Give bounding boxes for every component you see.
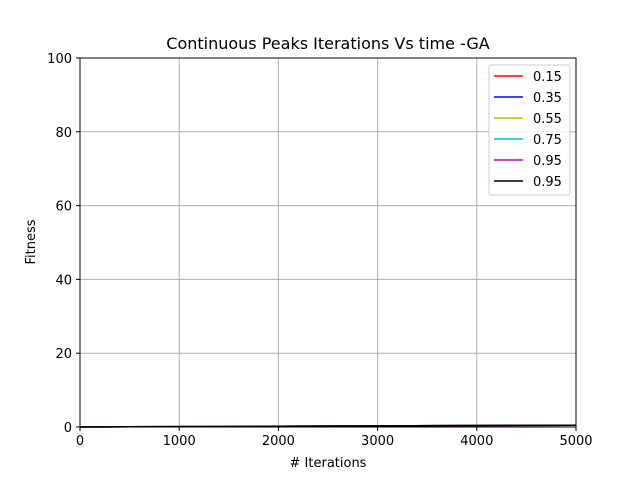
y-tick-label: 80 bbox=[55, 126, 72, 141]
x-tick-label: 4000 bbox=[460, 434, 493, 449]
y-tick-label: 0 bbox=[64, 421, 72, 436]
x-tick-label: 3000 bbox=[361, 434, 394, 449]
legend-label: 0.95 bbox=[533, 154, 562, 169]
y-tick-label: 60 bbox=[55, 200, 72, 215]
x-tick-label: 5000 bbox=[559, 434, 592, 449]
y-tick-label: 100 bbox=[47, 52, 72, 67]
legend-label: 0.15 bbox=[533, 70, 562, 85]
x-tick-label: 1000 bbox=[163, 434, 196, 449]
legend-label: 0.95 bbox=[533, 175, 562, 190]
legend-label: 0.75 bbox=[533, 133, 562, 148]
chart-title: Continuous Peaks Iterations Vs time -GA bbox=[166, 34, 490, 53]
y-tick-label: 40 bbox=[55, 273, 72, 288]
y-axis-label: Fitness bbox=[24, 219, 39, 264]
x-axis-ticks: 0 1000 2000 3000 4000 5000 bbox=[76, 427, 593, 449]
x-tick-label: 2000 bbox=[262, 434, 295, 449]
x-tick-label: 0 bbox=[76, 434, 84, 449]
legend-label: 0.35 bbox=[533, 91, 562, 106]
x-axis-label: # Iterations bbox=[290, 456, 367, 471]
legend: 0.15 0.35 0.55 0.75 0.95 0.95 bbox=[488, 64, 571, 196]
y-tick-label: 20 bbox=[55, 347, 72, 362]
plot-frame bbox=[79, 57, 577, 428]
legend-label: 0.55 bbox=[533, 112, 562, 127]
y-axis-ticks: 0 20 40 60 80 100 bbox=[47, 52, 80, 436]
